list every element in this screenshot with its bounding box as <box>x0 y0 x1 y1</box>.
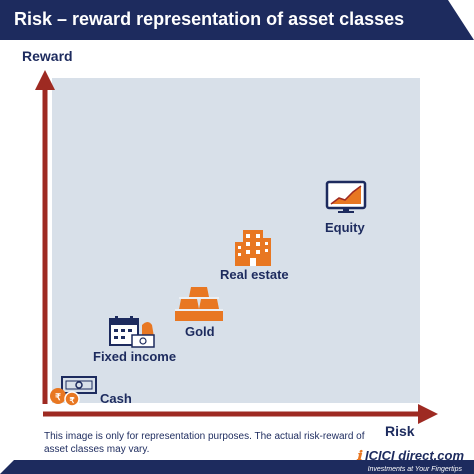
footer-bar <box>0 460 474 474</box>
y-axis-label: Reward <box>22 48 73 64</box>
svg-text:₹: ₹ <box>69 396 74 405</box>
page-title: Risk – reward representation of asset cl… <box>14 9 405 29</box>
building-icon <box>235 230 271 266</box>
cash-icon: ₹ ₹ <box>50 376 97 407</box>
brand-logo: ℹ ICICI direct.com <box>356 448 464 463</box>
label-cash: Cash <box>100 391 132 406</box>
label-equity: Equity <box>325 220 365 235</box>
x-axis-label: Risk <box>385 423 415 439</box>
monitor-chart-icon <box>325 180 367 213</box>
gold-bars-icon <box>175 287 223 321</box>
svg-text:₹: ₹ <box>55 392 61 402</box>
y-axis-arrow-icon <box>35 70 55 90</box>
fixed-income-icon <box>109 316 155 348</box>
brand-tagline: Investments at Your Fingertips <box>367 466 462 473</box>
label-gold: Gold <box>185 324 215 339</box>
x-axis-arrow-icon <box>418 404 438 424</box>
label-real-estate: Real estate <box>220 267 289 282</box>
brand-logo-text: ICICI direct.com <box>365 448 464 463</box>
title-bar: Risk – reward representation of asset cl… <box>0 0 474 40</box>
disclaimer-note: This image is only for representation pu… <box>44 431 365 455</box>
label-fixed-income: Fixed income <box>93 349 177 364</box>
plot-area <box>52 78 420 403</box>
